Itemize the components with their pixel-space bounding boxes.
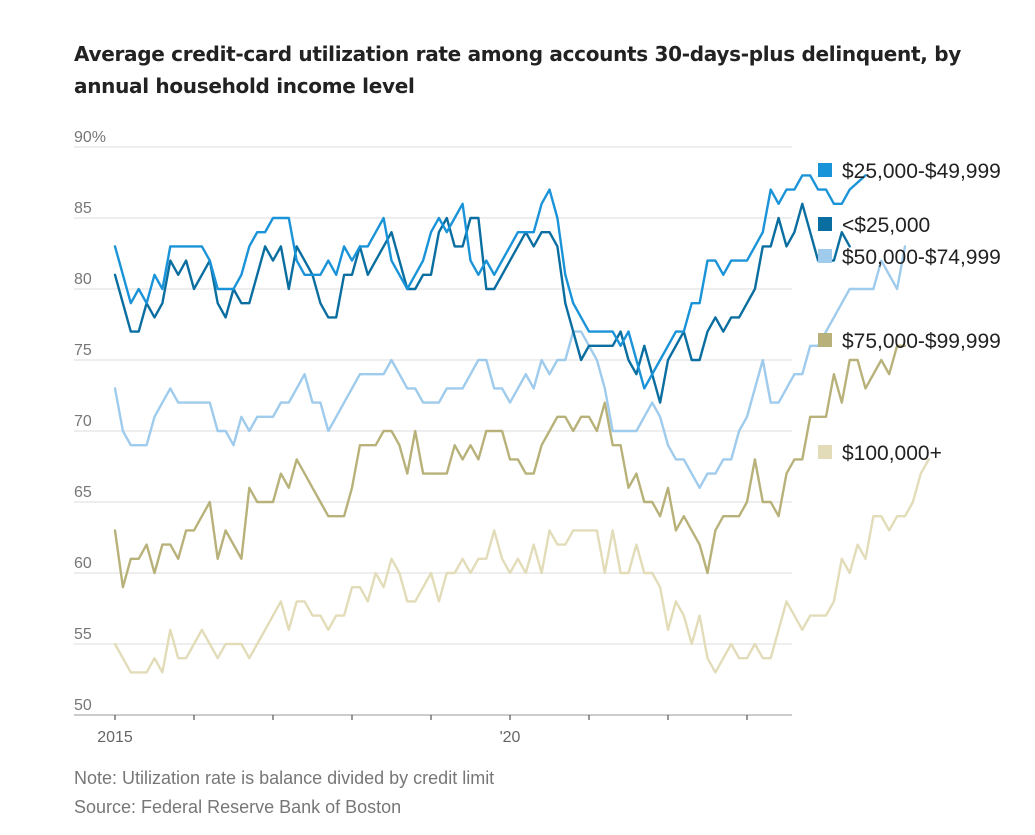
series-lines xyxy=(113,174,930,674)
x-axis: 2015 '20 xyxy=(97,715,748,746)
y-tick-label: 60 xyxy=(74,555,92,572)
series-line xyxy=(113,174,867,390)
x-tick-label: '20 xyxy=(500,729,521,746)
series-line xyxy=(113,344,907,589)
series-line xyxy=(113,202,851,404)
series-line xyxy=(113,458,930,674)
gridlines xyxy=(74,146,792,716)
y-tick-label: 75 xyxy=(74,342,92,359)
y-axis-ticks: 90% 85 80 75 70 65 60 55 50 xyxy=(74,129,106,714)
y-tick-label: 70 xyxy=(74,413,92,430)
legend-label: $50,000-$74,999 xyxy=(842,246,1001,269)
legend-swatch xyxy=(818,333,832,347)
legend-swatch xyxy=(818,249,832,263)
chart-note: Note: Utilization rate is balance divide… xyxy=(74,768,495,788)
legend-swatch xyxy=(818,445,832,459)
legend-swatch xyxy=(818,163,832,177)
legend: $25,000-$49,999 <$25,000 $50,000-$74,999 $7… xyxy=(818,160,1001,465)
legend-swatch xyxy=(818,217,832,231)
y-tick-label: 65 xyxy=(74,484,92,501)
y-tick-label: 50 xyxy=(74,697,92,714)
legend-label: $75,000-$99,999 xyxy=(842,330,1001,353)
y-tick-label: 90% xyxy=(74,129,106,146)
legend-label: $25,000-$49,999 xyxy=(842,160,1001,183)
chart-title: Average credit-card utilization rate amo… xyxy=(74,42,961,98)
y-tick-label: 85 xyxy=(74,200,92,217)
legend-label: <$25,000 xyxy=(842,214,930,237)
series-line xyxy=(113,245,907,489)
y-tick-label: 55 xyxy=(74,626,92,643)
x-tick-label: 2015 xyxy=(97,729,133,746)
legend-label: $100,000+ xyxy=(842,442,942,465)
chart-source: Source: Federal Reserve Bank of Boston xyxy=(74,797,402,817)
y-tick-label: 80 xyxy=(74,271,92,288)
